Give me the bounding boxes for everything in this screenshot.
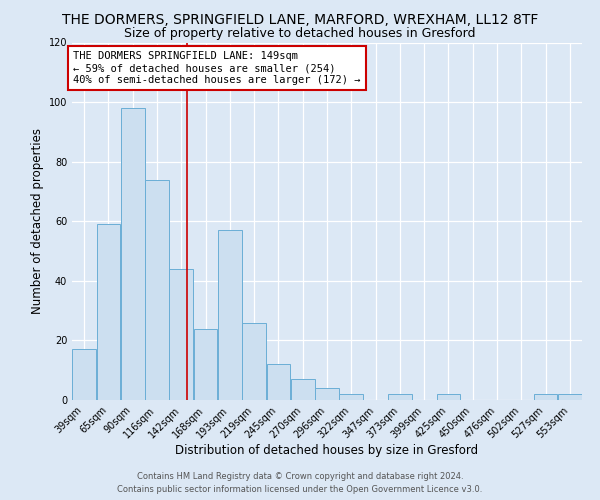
Text: Size of property relative to detached houses in Gresford: Size of property relative to detached ho… [124,28,476,40]
Text: THE DORMERS SPRINGFIELD LANE: 149sqm
← 59% of detached houses are smaller (254)
: THE DORMERS SPRINGFIELD LANE: 149sqm ← 5… [73,52,361,84]
Bar [315,388,339,400]
Bar [121,108,145,400]
Bar [242,322,266,400]
Text: Contains HM Land Registry data © Crown copyright and database right 2024.
Contai: Contains HM Land Registry data © Crown c… [118,472,482,494]
Bar [340,394,363,400]
Bar [437,394,460,400]
Bar [533,394,557,400]
Bar [558,394,582,400]
Bar [218,230,242,400]
X-axis label: Distribution of detached houses by size in Gresford: Distribution of detached houses by size … [175,444,479,457]
Bar [97,224,121,400]
Bar [388,394,412,400]
Bar [145,180,169,400]
Bar [72,350,96,400]
Bar [194,328,217,400]
Bar [266,364,290,400]
Bar [291,379,314,400]
Y-axis label: Number of detached properties: Number of detached properties [31,128,44,314]
Text: THE DORMERS, SPRINGFIELD LANE, MARFORD, WREXHAM, LL12 8TF: THE DORMERS, SPRINGFIELD LANE, MARFORD, … [62,12,538,26]
Bar [169,269,193,400]
